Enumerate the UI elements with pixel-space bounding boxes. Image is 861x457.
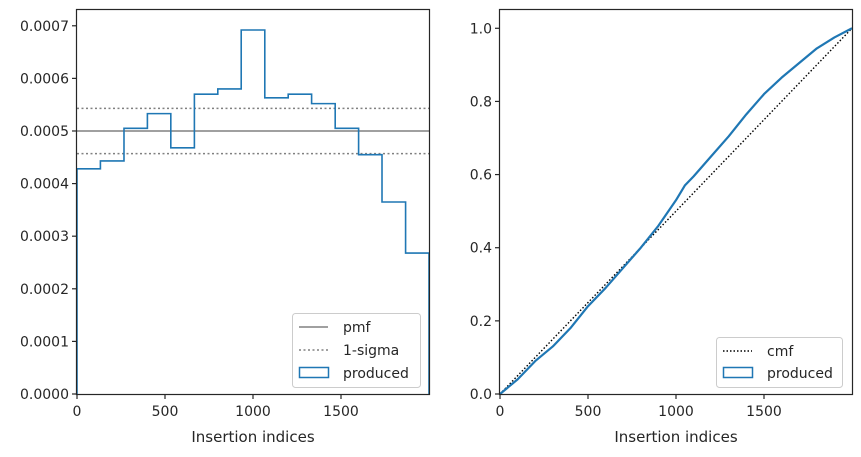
- cum-y-tick-label: 0.8: [470, 94, 492, 110]
- hist-produced-step-line: [76, 29, 430, 394]
- hist-y-tick-label: 0.0006: [20, 71, 69, 87]
- cum-produced-line: [499, 27, 853, 395]
- hist-legend-box: [292, 313, 421, 388]
- cum-legend-cmf-label: cmf: [767, 344, 794, 360]
- cum-produced-group: [499, 27, 853, 395]
- hist-x-axis-label: Insertion indices: [191, 428, 314, 446]
- cum-plot-frame: [498, 8, 854, 396]
- hist-legend-produced-label: produced: [343, 366, 409, 382]
- hist-y-tick-label: 0.0000: [20, 387, 69, 403]
- cum-x-tick-label: 1000: [658, 404, 694, 420]
- cum-x-ticks: 0 500 1000 1500: [496, 394, 782, 420]
- cum-x-tick-label: 0: [496, 404, 505, 420]
- cum-legend: cmf produced: [716, 337, 843, 388]
- hist-x-tick-label: 1500: [323, 404, 359, 420]
- cum-cmf-line: [499, 27, 853, 395]
- hist-legend: pmf 1-sigma produced: [292, 313, 421, 388]
- hist-x-tick-label: 500: [152, 404, 179, 420]
- cum-y-ticks: 0.0 0.2 0.4 0.6 0.8 1.0: [470, 21, 500, 403]
- cum-cmf-group: [499, 27, 853, 395]
- cum-y-tick-label: 0.6: [470, 168, 492, 184]
- hist-legend-produced-swatch: [298, 366, 330, 379]
- hist-sigma-group: [77, 107, 429, 155]
- hist-y-tick-label: 0.0003: [20, 229, 69, 245]
- cum-legend-produced-label: produced: [767, 366, 833, 382]
- hist-x-ticks: 0 500 1000 1500: [73, 394, 359, 420]
- histogram-chart: 0.0000 0.0001 0.0002 0.0003 0.0004 0.0005 0.00…: [20, 8, 431, 446]
- cum-legend-box: [716, 337, 843, 388]
- hist-x-tick-label: 1000: [235, 404, 271, 420]
- cumulative-chart: 0.0 0.2 0.4 0.6 0.8 1.0 0 500 1000 1500 Insertio…: [470, 8, 854, 446]
- cum-y-tick-label: 0.4: [470, 241, 492, 257]
- hist-y-tick-label: 0.0004: [20, 177, 69, 193]
- hist-bars-group: [76, 29, 430, 394]
- hist-y-tick-label: 0.0007: [20, 19, 69, 35]
- cum-legend-produced-swatch: [722, 366, 754, 379]
- cum-y-tick-label: 1.0: [470, 21, 492, 37]
- hist-y-ticks: 0.0000 0.0001 0.0002 0.0003 0.0004 0.0005 0.00…: [20, 19, 77, 403]
- hist-y-tick-label: 0.0005: [20, 124, 69, 140]
- hist-legend-pmf-label: pmf: [343, 320, 372, 336]
- cum-y-tick-label: 0.0: [470, 387, 492, 403]
- cum-x-tick-label: 500: [575, 404, 602, 420]
- hist-plot-frame: [75, 8, 431, 396]
- hist-legend-sigma-label: 1-sigma: [343, 343, 399, 359]
- cum-x-axis-label: Insertion indices: [614, 428, 737, 446]
- hist-y-tick-label: 0.0001: [20, 334, 69, 350]
- cum-y-tick-label: 0.2: [470, 314, 492, 330]
- hist-y-tick-label: 0.0002: [20, 282, 69, 298]
- hist-x-tick-label: 0: [73, 404, 82, 420]
- cum-x-tick-label: 1500: [746, 404, 782, 420]
